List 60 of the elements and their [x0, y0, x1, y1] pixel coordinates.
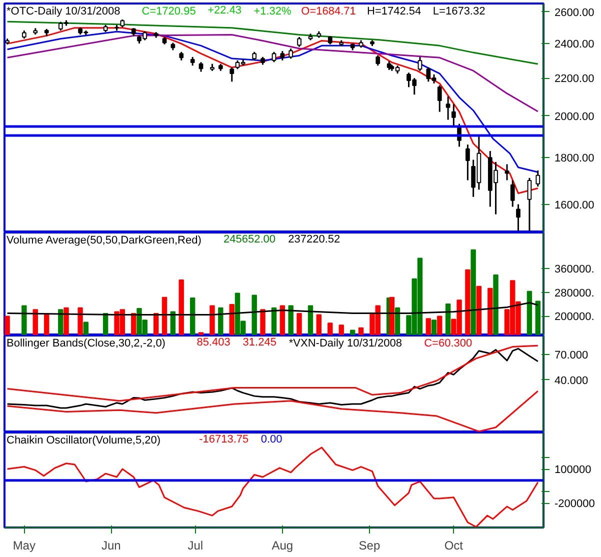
- y-tick-label: 100000: [554, 464, 592, 476]
- annotation: 0.00: [260, 434, 282, 446]
- candlestick: [466, 144, 470, 181]
- candlestick: [272, 51, 276, 63]
- line-series: [6, 302, 539, 316]
- candlestick: [510, 179, 515, 208]
- candlestick: [288, 48, 294, 60]
- line-series: [6, 34, 539, 112]
- y-tick-label: 2400.00: [554, 38, 594, 51]
- x-tick-label: May: [12, 538, 36, 552]
- x-tick-label: Aug: [272, 538, 294, 552]
- candlestick: [418, 56, 422, 72]
- annotation: H=1742.54: [367, 6, 422, 18]
- chart-title: Chaikin Oscillator(Volume,5,20): [6, 434, 161, 446]
- chart-title: Bollinger Bands(Close,30,2,-2,0): [6, 338, 166, 350]
- candlestick: [527, 177, 532, 232]
- x-tick-label: Oct: [444, 538, 464, 552]
- annotation: C=60.300: [424, 338, 472, 350]
- annotation: L=1673.32: [432, 6, 486, 18]
- annotation: +1.32%: [254, 6, 292, 18]
- line-series: [6, 390, 539, 432]
- candlestick: [504, 163, 510, 181]
- annotation: +22.43: [208, 4, 242, 16]
- y-tick-label: 1800.00: [554, 152, 594, 165]
- chart-title: *OTC-Daily 10/31/2008: [6, 6, 120, 18]
- annotation: *VXN-Daily 10/31/2008: [288, 338, 402, 350]
- candlestick: [451, 103, 456, 127]
- candlestick: [198, 61, 204, 73]
- y-tick-label: 1600.00: [554, 199, 594, 212]
- x-tick-label: Jul: [188, 538, 204, 552]
- candlestick: [230, 66, 234, 82]
- y-tick-label: 2200.00: [554, 73, 594, 86]
- x-tick-label: Sep: [358, 538, 380, 552]
- y-tick-label: 70.000: [554, 350, 588, 362]
- annotation: 31.245: [242, 336, 276, 348]
- line-series: [6, 20, 539, 65]
- annotation: 245652.00: [224, 234, 276, 246]
- y-tick-label: 2600.00: [554, 6, 594, 19]
- candlestick: [280, 50, 285, 62]
- y-tick-label: 40.000: [554, 374, 588, 387]
- candlestick: [536, 170, 540, 188]
- y-tick-label: 280000.: [554, 287, 594, 300]
- candlestick: [297, 36, 302, 48]
- annotation: C=1720.95: [142, 6, 196, 18]
- annotation: O=1684.71: [301, 6, 356, 18]
- candlestick: [446, 96, 450, 121]
- x-tick-label: Jun: [102, 538, 121, 552]
- annotation: 237220.52: [288, 234, 340, 246]
- y-tick-label: 2000.00: [554, 110, 594, 123]
- y-tick-label: 200000.: [554, 311, 594, 324]
- annotation: -16713.75: [199, 434, 249, 446]
- line-series: [6, 446, 539, 528]
- annotation: 85.403: [196, 336, 230, 348]
- candlestick: [376, 54, 380, 66]
- candlestick: [516, 204, 520, 232]
- y-tick-label: 360000.: [554, 263, 594, 276]
- y-tick-label: -200000: [554, 498, 595, 510]
- chart-title: Volume Average(50,50,DarkGreen,Red): [6, 234, 202, 246]
- candlestick: [437, 84, 442, 113]
- line-series: [6, 348, 539, 409]
